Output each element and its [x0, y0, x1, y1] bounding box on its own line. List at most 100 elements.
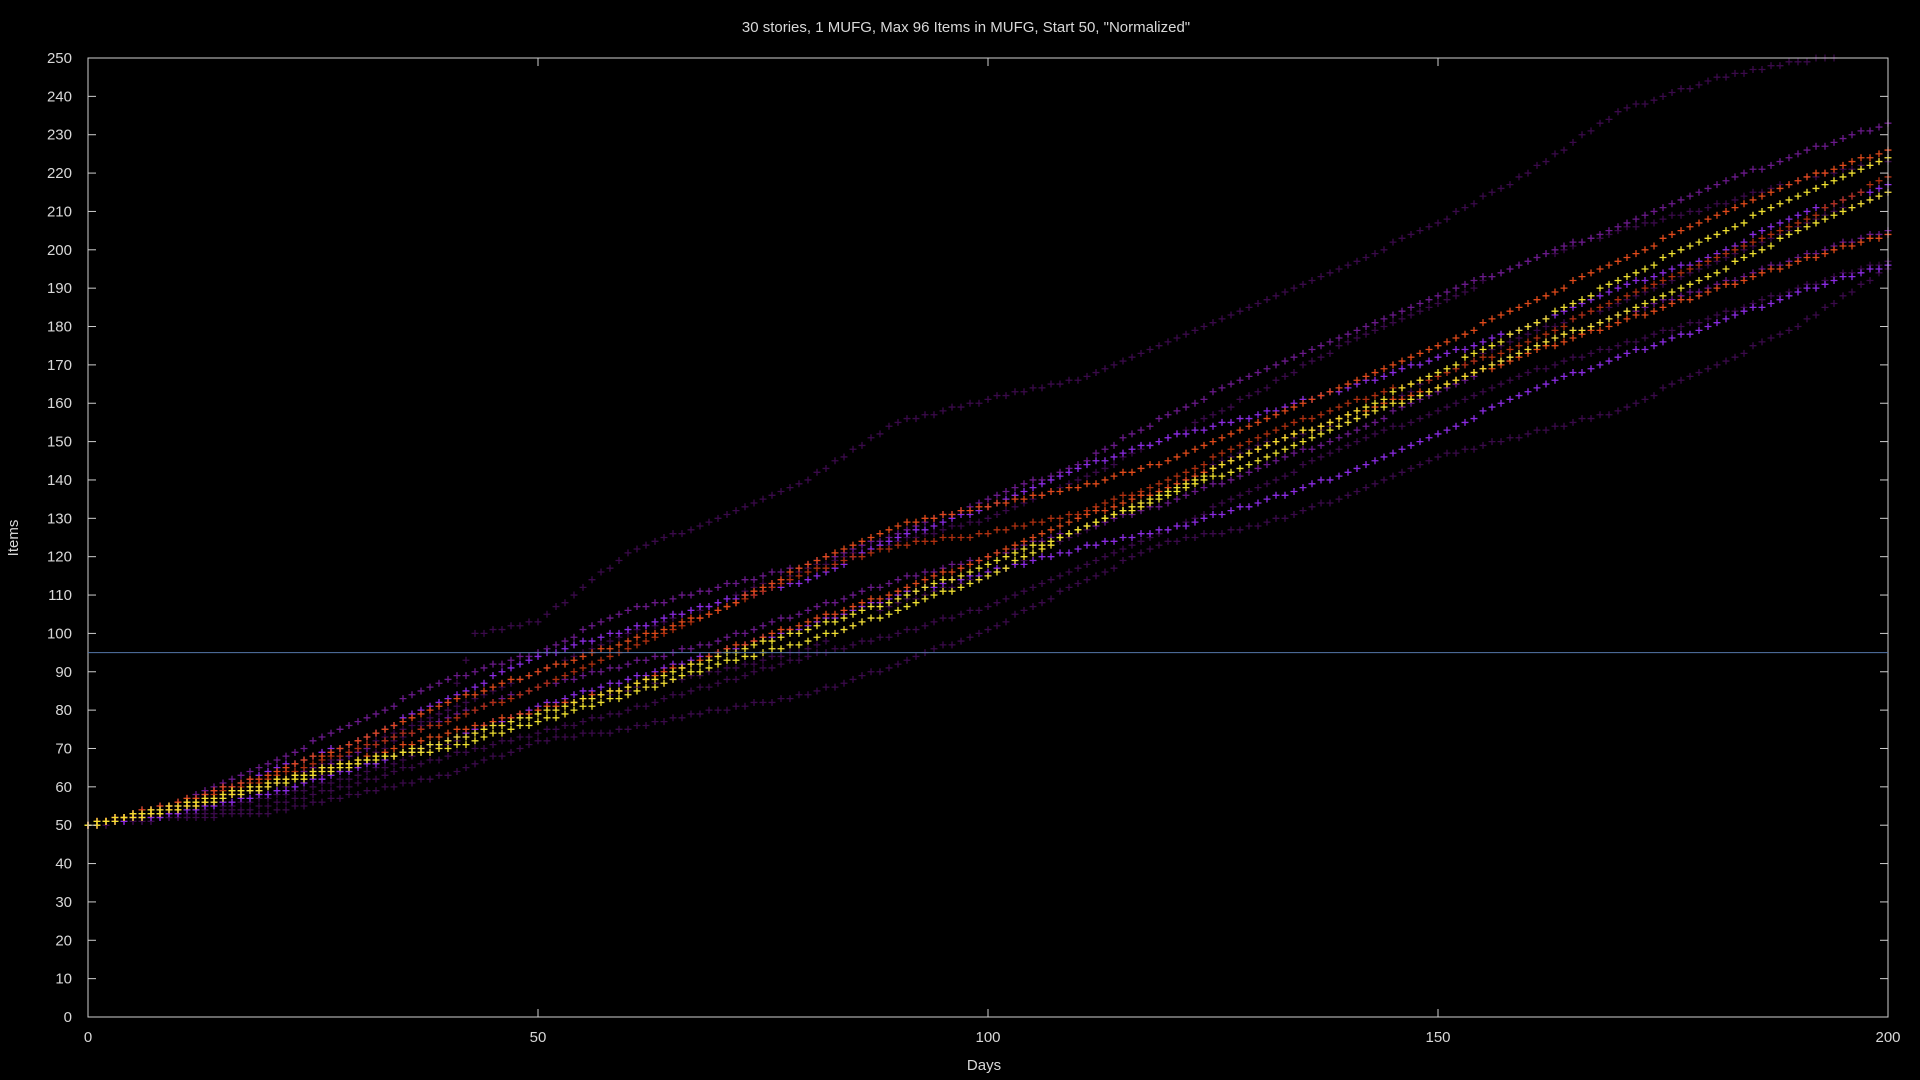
data-point	[570, 668, 578, 676]
data-point	[1110, 453, 1118, 461]
data-point	[1551, 150, 1559, 158]
data-point	[804, 645, 812, 653]
data-point	[1110, 549, 1118, 557]
data-point	[561, 672, 569, 680]
data-point	[741, 652, 749, 660]
data-point	[1542, 250, 1550, 258]
data-point	[570, 641, 578, 649]
data-point	[1236, 503, 1244, 511]
data-point	[426, 721, 434, 729]
data-point	[1686, 242, 1694, 250]
data-point	[741, 660, 749, 668]
data-point	[885, 599, 893, 607]
data-point	[1371, 457, 1379, 465]
data-point	[696, 641, 704, 649]
data-point	[552, 725, 560, 733]
data-point	[1272, 426, 1280, 434]
data-point	[1281, 453, 1289, 461]
data-point	[1200, 323, 1208, 331]
data-point	[1371, 430, 1379, 438]
data-point	[273, 767, 281, 775]
data-point	[1038, 599, 1046, 607]
data-point	[462, 656, 470, 664]
data-point	[714, 599, 722, 607]
data-point	[1317, 411, 1325, 419]
data-point	[1425, 357, 1433, 365]
data-point	[1722, 280, 1730, 288]
data-point	[1038, 580, 1046, 588]
data-point	[822, 599, 830, 607]
data-point	[1731, 353, 1739, 361]
data-point	[1344, 411, 1352, 419]
data-point	[1596, 303, 1604, 311]
data-point	[1281, 514, 1289, 522]
data-point	[426, 741, 434, 749]
data-point	[1380, 372, 1388, 380]
data-point	[1218, 461, 1226, 469]
data-point	[1389, 399, 1397, 407]
data-point	[696, 660, 704, 668]
data-point	[1542, 338, 1550, 346]
data-point	[1506, 181, 1514, 189]
data-point	[1578, 238, 1586, 246]
data-point	[1641, 284, 1649, 292]
data-point	[1020, 522, 1028, 530]
data-point	[1785, 223, 1793, 231]
data-point	[1803, 284, 1811, 292]
data-point	[1218, 499, 1226, 507]
data-point	[1047, 537, 1055, 545]
data-point	[1407, 303, 1415, 311]
data-point	[1749, 250, 1757, 258]
data-point	[1371, 319, 1379, 327]
data-point	[1029, 541, 1037, 549]
data-point	[1074, 484, 1082, 492]
data-point	[570, 721, 578, 729]
data-point	[759, 664, 767, 672]
data-point	[1101, 476, 1109, 484]
data-point	[1479, 338, 1487, 346]
data-point	[957, 637, 965, 645]
data-point	[1857, 269, 1865, 277]
data-point	[921, 576, 929, 584]
data-point	[732, 664, 740, 672]
data-point	[1488, 361, 1496, 369]
data-point	[1326, 438, 1334, 446]
data-point	[1623, 280, 1631, 288]
data-point	[300, 794, 308, 802]
data-point	[1776, 184, 1784, 192]
data-point	[1308, 395, 1316, 403]
data-point	[1659, 234, 1667, 242]
data-point	[840, 626, 848, 634]
data-point	[435, 771, 443, 779]
data-point	[1236, 376, 1244, 384]
data-point	[1110, 361, 1118, 369]
data-point	[1353, 376, 1361, 384]
data-point	[1641, 211, 1649, 219]
data-point	[1227, 445, 1235, 453]
data-point	[1074, 464, 1082, 472]
data-point	[642, 683, 650, 691]
data-point	[633, 545, 641, 553]
data-point	[1398, 384, 1406, 392]
data-point	[327, 767, 335, 775]
data-point	[1785, 292, 1793, 300]
data-point	[1794, 58, 1802, 66]
data-point	[1632, 311, 1640, 319]
data-point	[1686, 319, 1694, 327]
data-point	[1434, 292, 1442, 300]
data-point	[615, 710, 623, 718]
data-point	[912, 587, 920, 595]
data-point	[1110, 503, 1118, 511]
data-point	[1443, 349, 1451, 357]
data-point	[759, 583, 767, 591]
data-point	[1866, 234, 1874, 242]
data-point	[1299, 461, 1307, 469]
data-point	[1677, 323, 1685, 331]
data-point	[1056, 587, 1064, 595]
data-point	[237, 791, 245, 799]
data-point	[624, 706, 632, 714]
data-point	[1263, 518, 1271, 526]
data-point	[1344, 430, 1352, 438]
data-point	[1614, 342, 1622, 350]
data-point	[804, 626, 812, 634]
